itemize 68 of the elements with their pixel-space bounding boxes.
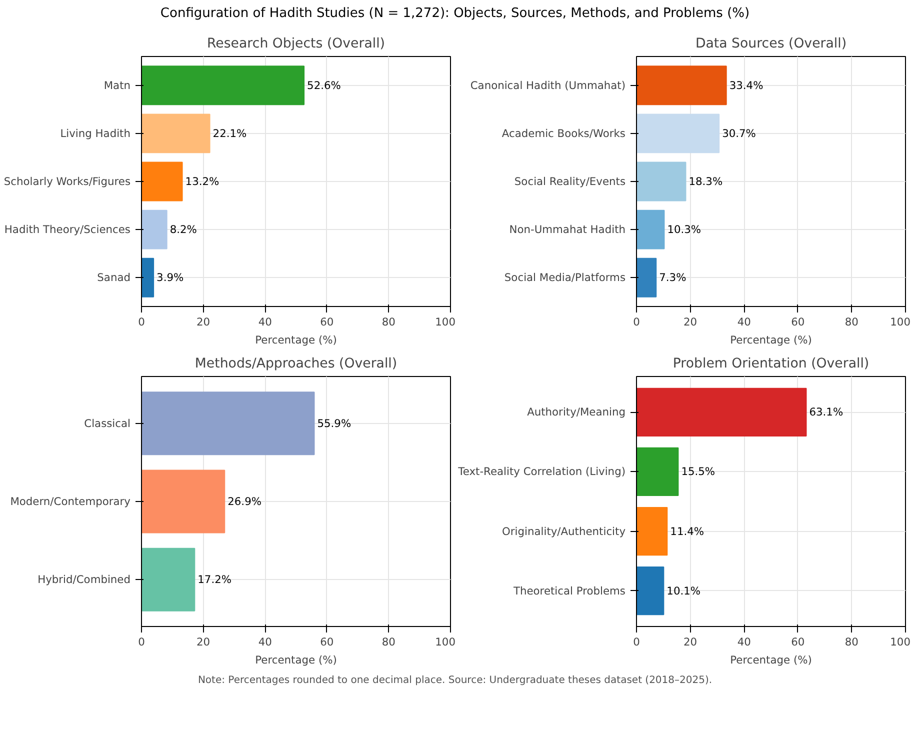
- x-tick-label: 60: [791, 635, 805, 648]
- data-label: 22.1%: [212, 126, 247, 140]
- x-axis-title: Percentage (%): [730, 653, 812, 666]
- data-label: 11.4%: [670, 524, 704, 538]
- y-tick-label: Social Media/Platforms: [504, 270, 626, 284]
- x-axis-title: Percentage (%): [730, 333, 812, 346]
- data-label: 13.2%: [185, 174, 220, 188]
- y-tick-label: Academic Books/Works: [502, 126, 626, 140]
- data-label: 63.1%: [809, 405, 844, 418]
- chart-title: Methods/Approaches (Overall): [194, 356, 398, 372]
- x-tick-label: 100: [890, 315, 911, 328]
- x-tick-label: 40: [737, 315, 752, 328]
- y-tick-label: Modern/Contemporary: [10, 494, 131, 508]
- data-label: 10.1%: [666, 584, 701, 597]
- x-tick-label: 0: [138, 315, 146, 328]
- x-tick-label: 100: [890, 635, 911, 648]
- y-tick-label: Living Hadith: [60, 126, 131, 140]
- x-tick-label: 80: [382, 315, 396, 328]
- chart-title: Research Objects (Overall): [207, 36, 386, 52]
- data-label: 17.2%: [198, 572, 232, 586]
- y-tick-label: Originality/Authenticity: [502, 524, 626, 538]
- x-tick-label: 40: [258, 315, 272, 328]
- data-label: 26.9%: [228, 494, 262, 508]
- data-label: 33.4%: [729, 78, 764, 92]
- x-tick-label: 20: [196, 315, 210, 328]
- x-tick-label: 40: [258, 635, 272, 648]
- x-axis-title: Percentage (%): [255, 333, 337, 346]
- y-tick-label: Theoretical Problems: [512, 584, 626, 597]
- y-tick-label: Hadith Theory/Sciences: [4, 222, 131, 236]
- x-tick-label: 80: [844, 315, 859, 328]
- data-label: 7.3%: [659, 270, 686, 284]
- data-label: 3.9%: [156, 270, 184, 284]
- data-label: 10.3%: [667, 222, 702, 236]
- chart-title: Data Sources (Overall): [695, 36, 847, 52]
- x-tick-label: 60: [320, 315, 334, 328]
- x-tick-label: 100: [435, 635, 456, 648]
- text: Configuration of Hadith Studies (N = 1,272): Objects, Sources, Methods, and Problems (%): [160, 5, 750, 23]
- x-tick-label: 40: [737, 635, 752, 648]
- x-tick-label: 60: [320, 635, 334, 648]
- data-label: 18.3%: [688, 174, 723, 188]
- y-tick-label: Text-Reality Correlation (Living): [457, 464, 626, 478]
- y-tick-label: Matn: [104, 78, 130, 92]
- y-tick-label: Canonical Hadith (Ummahat): [470, 78, 626, 92]
- data-label: 55.9%: [317, 416, 352, 430]
- y-tick-label: Sanad: [97, 270, 130, 284]
- data-label: 8.2%: [170, 222, 197, 236]
- chart-title: Problem Orientation (Overall): [672, 356, 870, 372]
- x-axis-title: Percentage (%): [255, 653, 337, 666]
- data-label: 52.6%: [307, 78, 341, 92]
- x-tick-label: 20: [684, 635, 698, 648]
- data-label: 15.5%: [681, 464, 716, 478]
- x-tick-label: 20: [684, 315, 698, 328]
- y-tick-label: Scholarly Works/Figures: [4, 174, 131, 188]
- x-tick-label: 100: [435, 315, 456, 328]
- y-tick-label: Non-Ummahat Hadith: [509, 222, 626, 236]
- x-tick-label: 0: [633, 635, 640, 648]
- y-tick-label: Classical: [84, 416, 131, 430]
- x-tick-label: 0: [138, 635, 146, 648]
- y-tick-label: Hybrid/Combined: [38, 572, 130, 586]
- x-tick-label: 60: [791, 315, 805, 328]
- x-tick-label: 20: [196, 635, 210, 648]
- y-tick-label: Social Reality/Events: [514, 174, 626, 188]
- x-tick-label: 0: [633, 315, 640, 328]
- x-tick-label: 80: [382, 635, 396, 648]
- data-label: 30.7%: [722, 126, 756, 140]
- x-tick-label: 80: [844, 635, 859, 648]
- y-tick-label: Authority/Meaning: [527, 405, 626, 418]
- text: Note: Percentages rounded to one decimal place. Source: Undergraduate theses dataset (2018–2025).: [198, 674, 712, 688]
